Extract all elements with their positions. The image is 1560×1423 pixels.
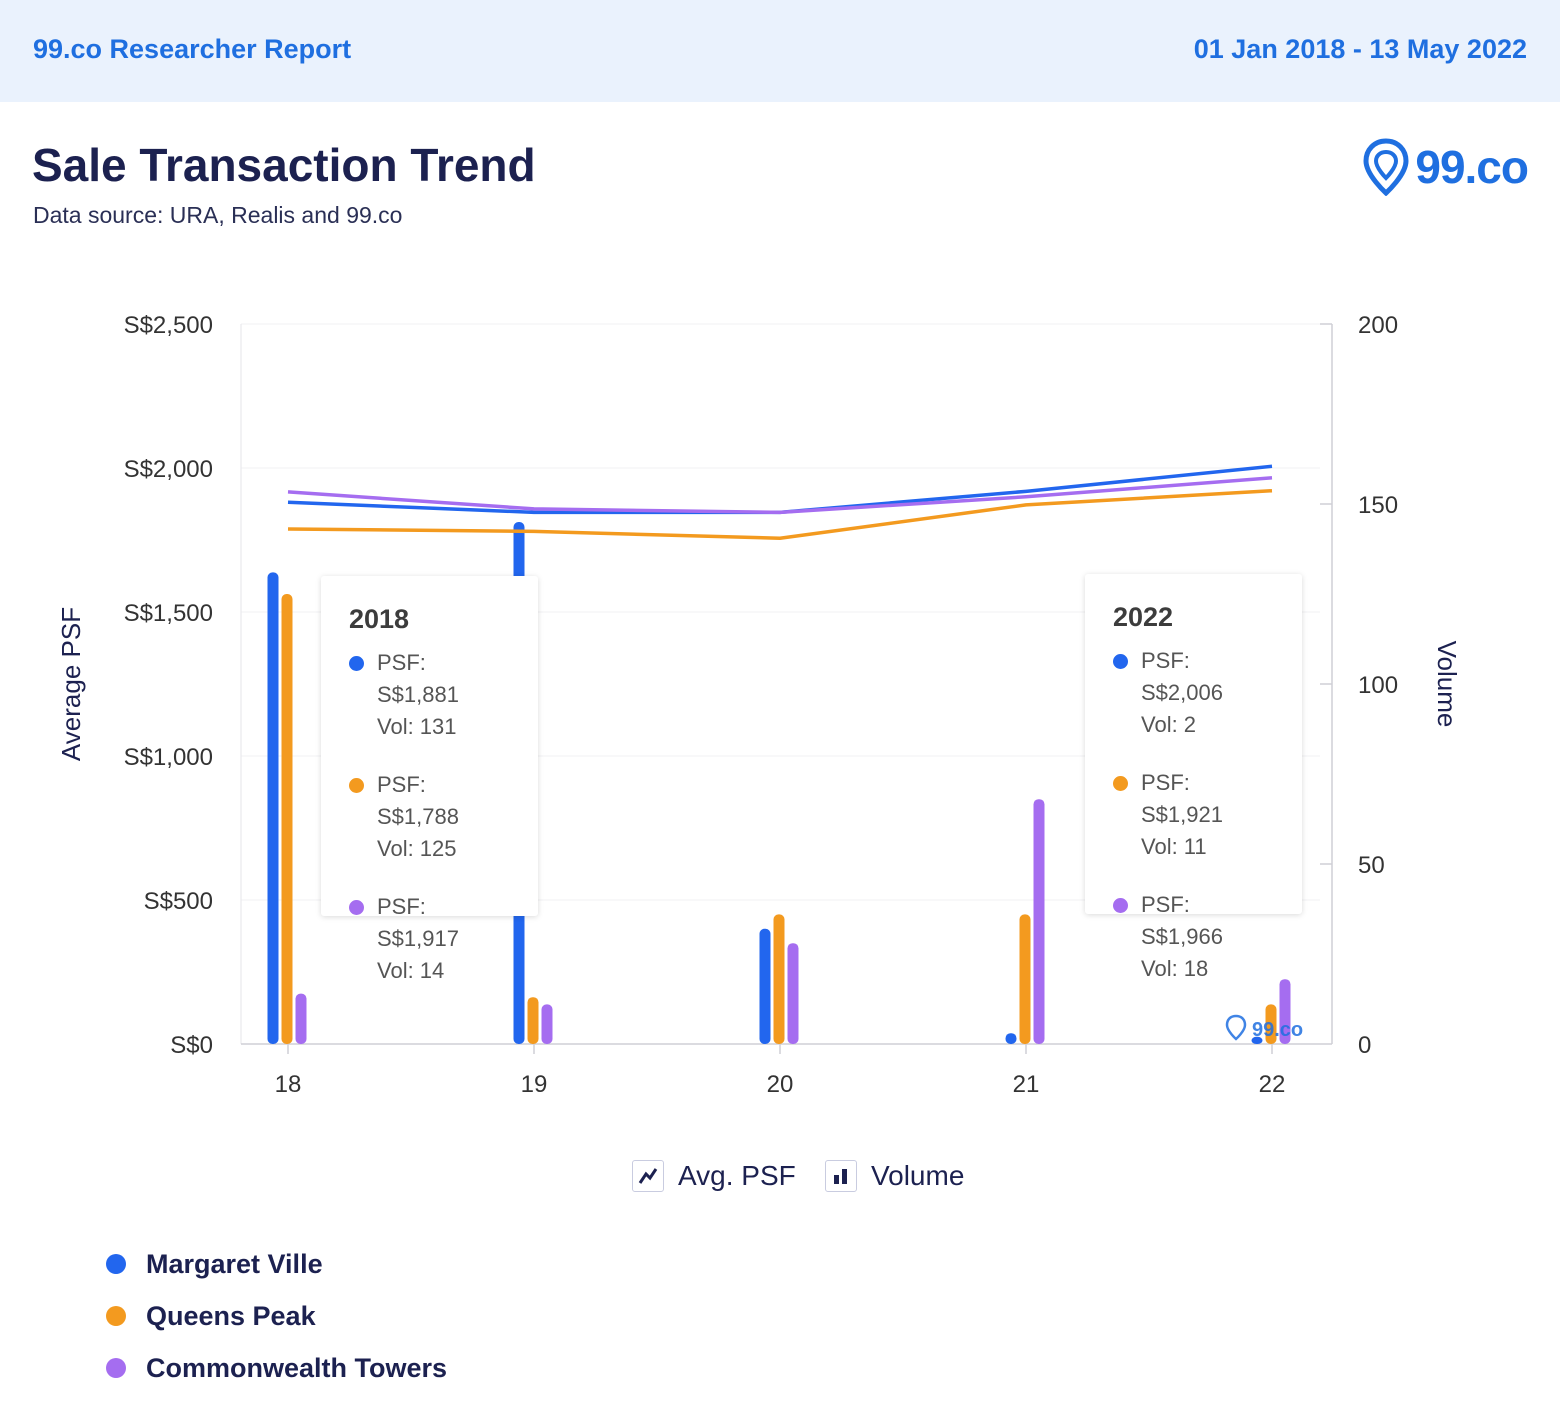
legend-label: Margaret Ville [146,1248,323,1279]
tooltip-row: PSF: S$1,881 Vol: 131 [349,647,510,743]
volume-bar [1265,1004,1277,1044]
tooltip-row: PSF: S$1,917 Vol: 14 [349,891,510,987]
volume-bar [541,1004,553,1044]
y2-tick-label: 0 [1358,1032,1371,1059]
volume-bar [1279,979,1291,1044]
report-label: 99.co Researcher Report [33,34,352,64]
legend-label: Commonwealth Towers [146,1352,448,1383]
tooltip-psf: PSF: S$1,917 [377,894,459,951]
tooltip-2022: 2022 PSF: S$2,006 Vol: 2 PSF: S$1,921 Vo… [1085,574,1302,981]
volume-bar [295,993,307,1044]
y2-tick-label: 200 [1358,312,1398,339]
volume-bar [1251,1036,1263,1044]
brand-logo: 99.co [1363,138,1529,196]
x-tick-label: 22 [1259,1071,1286,1098]
y-tick-label: S$0 [170,1032,213,1059]
tooltip-title: 2018 [349,604,410,634]
series-dot [1113,776,1128,791]
tooltip-row: PSF: S$2,006 Vol: 2 [1113,645,1274,741]
tooltip-row: PSF: S$1,921 Vol: 11 [1113,767,1274,863]
watermark-logo: 99.co [1252,1019,1303,1041]
legend-item-margaret-ville[interactable]: Margaret Ville [106,1238,447,1290]
legend-dot [106,1358,126,1378]
tooltip-vol: Vol: 2 [1141,712,1197,737]
y-tick-label: S$2,500 [124,312,213,339]
volume-bar [267,572,279,1044]
y2-tick-label: 150 [1358,492,1398,519]
volume-bar [527,997,539,1044]
legend-label: Queens Peak [146,1300,316,1331]
y-tick-label: S$2,000 [124,456,213,483]
x-tick-label: 21 [1013,1071,1040,1098]
brand-name: 99.co [1415,141,1529,193]
toggle-volume[interactable]: Volume [825,1160,964,1192]
volume-bar [1033,799,1045,1044]
legend-item-queens-peak[interactable]: Queens Peak [106,1290,447,1342]
series-dot [349,656,364,671]
toggle-avg-psf[interactable]: Avg. PSF [632,1160,796,1192]
map-pin-icon [1363,138,1409,196]
legend-dot [106,1254,126,1274]
x-tick-label: 20 [767,1071,794,1098]
line-chart-icon [632,1160,664,1192]
volume-bar [281,594,293,1044]
legend-dot [106,1306,126,1326]
tooltip-vol: Vol: 131 [377,714,457,739]
date-range: 01 Jan 2018 - 13 May 2022 [1193,34,1527,64]
psf-line [287,489,1273,541]
tooltip-row: PSF: S$1,966 Vol: 18 [1113,889,1274,985]
data-source: Data source: URA, Realis and 99.co [33,202,403,228]
report-header-bar: 99.co Researcher Report 01 Jan 2018 - 13… [0,0,1560,102]
y2-tick-label: 50 [1358,852,1385,879]
volume-bar [773,914,785,1044]
toggle-avg-psf-label: Avg. PSF [678,1160,796,1191]
series-dot [349,778,364,793]
y-tick-label: S$1,500 [124,600,213,627]
tooltip-vol: Vol: 14 [377,958,445,983]
tooltip-psf: PSF: S$1,788 [377,772,459,829]
tooltip-row: PSF: S$1,788 Vol: 125 [349,769,510,865]
tooltip-vol: Vol: 11 [1141,834,1207,859]
series-dot [1113,654,1128,669]
series-dot [1113,898,1128,913]
tooltip-psf: PSF: S$2,006 [1141,648,1223,705]
x-tick-label: 19 [521,1071,548,1098]
y2-axis-title: Volume [1432,641,1462,728]
x-tick-label: 18 [275,1071,302,1098]
y-axis-title: Average PSF [56,607,86,761]
y-tick-label: S$500 [144,888,213,915]
volume-bar [787,943,799,1044]
tooltip-psf: PSF: S$1,881 [377,650,459,707]
y2-tick-label: 100 [1358,672,1398,699]
series-dot [349,900,364,915]
tooltip-vol: Vol: 18 [1141,956,1209,981]
watermark-pin-icon [1225,1014,1247,1041]
legend-item-commonwealth-towers[interactable]: Commonwealth Towers [106,1342,447,1394]
y-tick-label: S$1,000 [124,744,213,771]
tooltip-psf: PSF: S$1,966 [1141,892,1223,949]
toggle-volume-label: Volume [871,1160,965,1191]
sale-transaction-chart: S$0 S$500 S$1,000 S$1,500 S$2,000 S$2,500 0 50 1… [56,312,1462,1098]
psf-line [287,476,1273,515]
tooltip-2018: 2018 PSF: S$1,881 Vol: 131 PSF: S$1,788 … [321,576,538,983]
tooltip-vol: Vol: 125 [377,836,457,861]
page-title: Sale Transaction Trend [32,139,536,191]
volume-bar [1019,914,1031,1044]
series-legend: Margaret Ville Queens Peak Commonwealth … [106,1238,447,1394]
volume-bar [759,928,771,1044]
tooltip-psf: PSF: S$1,921 [1141,770,1223,827]
tooltip-title: 2022 [1113,602,1174,632]
bar-chart-icon [825,1160,857,1192]
volume-bar [1005,1033,1017,1044]
